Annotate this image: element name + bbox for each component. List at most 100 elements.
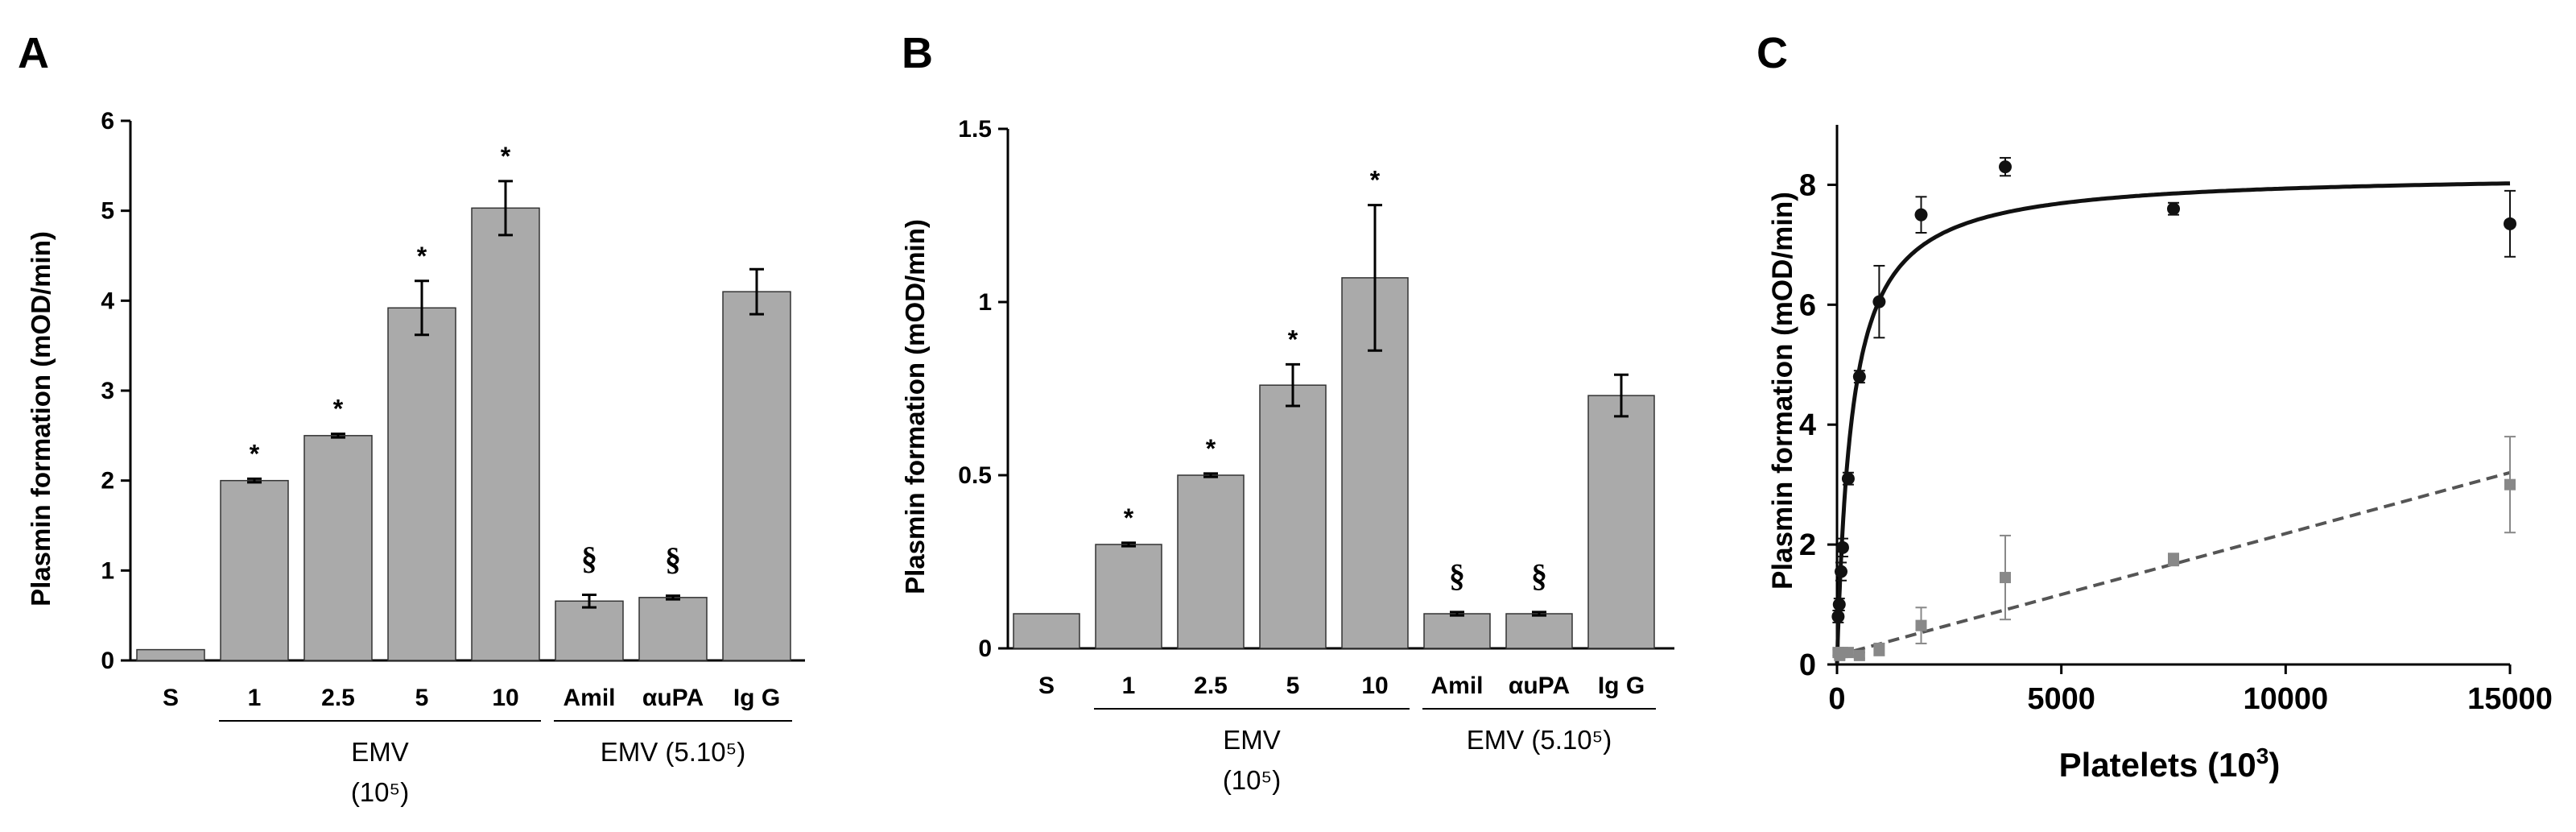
panel-c-xlabel: Platelets (103) (2059, 743, 2281, 784)
panel-a-ytick-label: 2 (101, 468, 114, 495)
panel-c-saturation-fit-line (1835, 181, 2511, 664)
panel-a-ytick-label: 5 (101, 198, 114, 225)
panel-b-significance-section: § (1449, 557, 1465, 594)
panel-a-bar (638, 597, 708, 661)
panel-a-ylabel: Plasmin formation (mOD/min) (26, 231, 56, 606)
panel-a-category-label: Ig G (733, 685, 780, 711)
panel-b-category-label: 2.5 (1194, 673, 1228, 699)
panel-b-ylabel: Plasmin formation (mOD/min) (900, 219, 930, 594)
panel-b-category-label: 5 (1286, 673, 1300, 699)
panel-c-circle-point (1835, 565, 1848, 578)
panel-a-bar (555, 600, 624, 661)
panel-a-group-label: EMV (351, 737, 409, 767)
panel-c-xtick-label: 10000 (2243, 682, 2328, 716)
panel-b-ytick-label: 0.5 (958, 462, 992, 489)
panel-a-group-sublabel: (10⁵) (351, 777, 409, 807)
panel-a-ytick-label: 3 (101, 378, 114, 404)
panel-c-square-point (2504, 478, 2516, 491)
panel-c-circle-point (2504, 217, 2516, 230)
panel-a-letter: A (18, 29, 49, 77)
panel-a-ytick-label: 0 (101, 648, 114, 674)
panel-b-significance-star: * (1370, 166, 1381, 195)
panel-c-square-point (1853, 649, 1865, 661)
panel-a-bar (387, 307, 456, 661)
panel-c-circle-point (1831, 610, 1845, 623)
panel-a-significance-star: * (417, 242, 427, 271)
panel-c-ytick-label: 2 (1799, 528, 1816, 562)
panel-a-chart: 0 1 2 3 4 5 6 S * 1 * 2.5 * 5 * 10 § Amil § αuPA Ig G EMV (10⁵… (101, 108, 805, 807)
panel-a-significance-section: § (665, 541, 681, 577)
panel-c-ytick-label: 8 (1799, 168, 1816, 202)
panel-a-ytick-label: 6 (101, 108, 114, 135)
panel-c-circle-point (1999, 160, 2012, 174)
panel-a-category-label: 5 (415, 685, 429, 711)
panel-c-ytick-label: 0 (1799, 648, 1816, 682)
panel-b-category-label: Amil (1430, 673, 1483, 699)
panel-b-category-label: Ig G (1598, 673, 1645, 699)
panel-c-ytick-label: 4 (1799, 408, 1816, 442)
panel-b-bar (1505, 613, 1573, 649)
panel-a-ytick-label: 4 (101, 288, 114, 314)
panel-c-ytick-label: 6 (1799, 288, 1816, 322)
panel-c-xlabel-close: ) (2268, 746, 2280, 784)
panel-c-xtick-label: 0 (1828, 682, 1845, 716)
panel-b-category-label: 10 (1361, 673, 1388, 699)
panel-b-group-label: EMV (1223, 725, 1281, 755)
panel-a-bar (471, 207, 540, 661)
panel-b-bar (1259, 384, 1327, 649)
panel-b-category-label: 1 (1122, 673, 1136, 699)
panel-a-significance-star: * (333, 395, 344, 424)
panel-b-significance-star: * (1288, 325, 1298, 354)
panel-a-bar (136, 648, 205, 661)
panel-b-ytick-label: 1.5 (958, 116, 992, 143)
panel-a-ytick-label: 1 (101, 557, 114, 584)
panel-a-category-label: 1 (248, 685, 262, 711)
panel-a-bar (722, 291, 791, 661)
panel-b-significance-star: * (1206, 434, 1216, 463)
panel-b-significance-section: § (1531, 557, 1547, 594)
panel-b-bar (1587, 395, 1655, 649)
panel-a-group-label: EMV (5.10⁵) (601, 737, 746, 767)
panel-b-bar (1177, 474, 1245, 649)
panel-b-bar (1423, 613, 1491, 649)
panel-b-group-sublabel: (10⁵) (1223, 765, 1281, 795)
panel-c-linear-fit-line (1836, 470, 2511, 657)
panel-c-circle-point (1852, 370, 1866, 383)
panel-c-xtick-label: 5000 (2027, 682, 2095, 716)
panel-b-chart: 0 0.5 1 1.5 S * 1 * 2.5 * 5 * 10 § Amil § αuPA Ig G EMV (10… (958, 116, 1674, 795)
panel-a-category-label: 10 (492, 685, 518, 711)
panel-a-significance-section: § (581, 540, 597, 576)
panel-a-category-label: αuPA (642, 685, 704, 711)
panel-c-circle-point (1835, 540, 1849, 554)
panel-b-bar (1095, 544, 1162, 649)
panel-a-significance-star: * (250, 439, 260, 468)
panel-b-ytick-label: 1 (978, 289, 992, 316)
panel-c-circle-point (1914, 208, 1928, 221)
panel-b-letter: B (902, 29, 933, 77)
panel-c-circle-point (2167, 202, 2180, 216)
panel-c-xlabel-text: Platelets (10 (2059, 746, 2256, 784)
panel-a-category-label: 2.5 (321, 685, 355, 711)
panel-a-category-label: S (163, 685, 179, 711)
panel-b-ytick-label: 0 (978, 635, 992, 662)
panel-c-square-point (2168, 553, 2179, 565)
panel-a-bar (303, 435, 373, 661)
panel-c-square-point (1915, 619, 1927, 631)
panel-c-square-point (2000, 572, 2011, 584)
panel-a-bar (220, 479, 289, 661)
panel-c-xlabel-exp: 3 (2256, 743, 2269, 768)
panel-a-significance-star: * (501, 142, 511, 171)
panel-b-category-label: S (1038, 673, 1055, 699)
panel-c-square-point (1842, 647, 1854, 659)
panel-b-significance-star: * (1124, 503, 1134, 532)
panel-b-bar (1013, 613, 1080, 649)
panel-c-xtick-label: 15000 (2467, 682, 2553, 716)
panel-b-category-label: αuPA (1509, 673, 1570, 699)
panel-c-chart: 0 2 4 6 8 0 5000 10000 15000 (1799, 125, 2553, 716)
panel-b-group-label: EMV (5.10⁵) (1467, 725, 1612, 755)
panel-a-category-label: Amil (563, 685, 615, 711)
panel-c-ylabel: Plasmin formation (mOD/min) (1767, 192, 1798, 590)
panel-c-circle-point (1872, 295, 1886, 308)
panel-c-circle-point (1832, 598, 1846, 611)
